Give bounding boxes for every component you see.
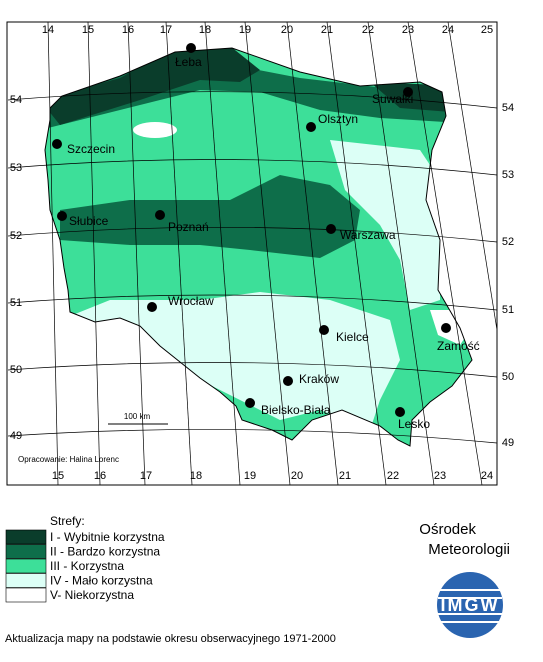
city-dot bbox=[147, 302, 157, 312]
longitude-label: 21 bbox=[339, 470, 351, 482]
logo-text: IMGW bbox=[441, 595, 500, 615]
logo: IMGW bbox=[437, 572, 503, 638]
legend-label: III - Korzystna bbox=[50, 559, 124, 573]
city-dot bbox=[52, 139, 62, 149]
footer: Aktualizacja mapy na podstawie okresu ob… bbox=[5, 633, 336, 645]
city-label: Lesko bbox=[398, 417, 430, 431]
city-dot bbox=[441, 323, 451, 333]
legend-swatch bbox=[5, 573, 47, 588]
longitude-label: 15 bbox=[52, 470, 64, 482]
latitude-label: 51 bbox=[10, 297, 22, 309]
longitude-label: 24 bbox=[481, 470, 493, 482]
labels: 14 15 16 17 18 19 20 21 22 23 24 25 15 16 17 18 19 20 21 22… bbox=[10, 24, 514, 482]
latitude-label: 50 bbox=[10, 364, 22, 376]
longitude-label: 14 bbox=[42, 24, 54, 36]
legend-label: IV - Mało korzystna bbox=[50, 574, 153, 588]
latitude-label: 49 bbox=[10, 430, 22, 442]
city-dot bbox=[186, 43, 196, 53]
city-dot bbox=[326, 224, 336, 234]
city-label: Kraków bbox=[299, 372, 339, 386]
scale-label: 100 km bbox=[124, 412, 151, 421]
longitude-label: 23 bbox=[434, 470, 446, 482]
city-label: Zamość bbox=[437, 339, 480, 353]
city-label: Wrocław bbox=[168, 294, 214, 308]
city-label: Szczecin bbox=[67, 142, 115, 156]
latitude-label: 49 bbox=[502, 437, 514, 449]
credit: Opracowanie: Halina Lorenc bbox=[18, 455, 119, 464]
city-label: Warszawa bbox=[340, 228, 396, 242]
city-dot bbox=[306, 122, 316, 132]
city-label: Słubice bbox=[69, 214, 109, 228]
city-label: Olsztyn bbox=[318, 112, 358, 126]
graticule bbox=[7, 21, 498, 486]
zone-i bbox=[45, 48, 260, 125]
legend-swatch bbox=[5, 558, 47, 574]
zone-iv bbox=[330, 140, 440, 310]
institution-line: Meteorologii bbox=[428, 541, 510, 558]
longitude-label: 22 bbox=[387, 470, 399, 482]
city-label: Łeba bbox=[175, 55, 202, 69]
city-dot bbox=[283, 376, 293, 386]
latitude-label: 52 bbox=[502, 236, 514, 248]
zone-ii bbox=[60, 175, 360, 258]
longitude-label: 23 bbox=[402, 24, 414, 36]
latitude-label: 54 bbox=[10, 94, 22, 106]
legend-label: II - Bardzo korzystna bbox=[50, 545, 160, 559]
longitude-label: 16 bbox=[122, 24, 134, 36]
city-dot bbox=[403, 87, 413, 97]
zone-v bbox=[133, 122, 177, 138]
city-dot bbox=[245, 398, 255, 408]
city-dot bbox=[395, 407, 405, 417]
legend-swatch bbox=[5, 544, 47, 559]
longitude-label: 19 bbox=[244, 470, 256, 482]
zone-iv bbox=[60, 292, 400, 430]
institution-line: Ośrodek bbox=[419, 521, 476, 538]
legend-swatch bbox=[5, 529, 47, 545]
longitude-label: 24 bbox=[442, 24, 454, 36]
legend-label: V- Niekorzystna bbox=[50, 588, 134, 602]
longitude-label: 20 bbox=[291, 470, 303, 482]
city-label: Poznań bbox=[168, 220, 209, 234]
longitude-label: 16 bbox=[94, 470, 106, 482]
city-dot bbox=[319, 325, 329, 335]
city-label: Suwałki bbox=[372, 92, 413, 106]
legend-swatch bbox=[5, 587, 47, 603]
latitude-label: 51 bbox=[502, 304, 514, 316]
legend-title: Strefy: bbox=[50, 514, 85, 528]
longitude-label: 19 bbox=[239, 24, 251, 36]
longitude-label: 17 bbox=[160, 24, 172, 36]
city-dot bbox=[155, 210, 165, 220]
longitude-label: 22 bbox=[362, 24, 374, 36]
longitude-label: 18 bbox=[199, 24, 211, 36]
zone-i bbox=[370, 82, 450, 112]
longitude-label: 21 bbox=[321, 24, 333, 36]
longitude-label: 20 bbox=[281, 24, 293, 36]
legend-label: I - Wybitnie korzystna bbox=[50, 530, 165, 544]
longitude-label: 17 bbox=[140, 470, 152, 482]
longitude-label: 25 bbox=[481, 24, 493, 36]
latitude-label: 53 bbox=[10, 162, 22, 174]
latitude-label: 52 bbox=[10, 230, 22, 242]
latitude-label: 53 bbox=[502, 169, 514, 181]
longitude-label: 15 bbox=[82, 24, 94, 36]
city-dot bbox=[57, 211, 67, 221]
longitude-label: 18 bbox=[190, 470, 202, 482]
city-label: Bielsko-Biała bbox=[261, 403, 331, 417]
latitude-label: 50 bbox=[502, 371, 514, 383]
latitude-label: 54 bbox=[502, 102, 514, 114]
city-label: Kielce bbox=[336, 330, 369, 344]
